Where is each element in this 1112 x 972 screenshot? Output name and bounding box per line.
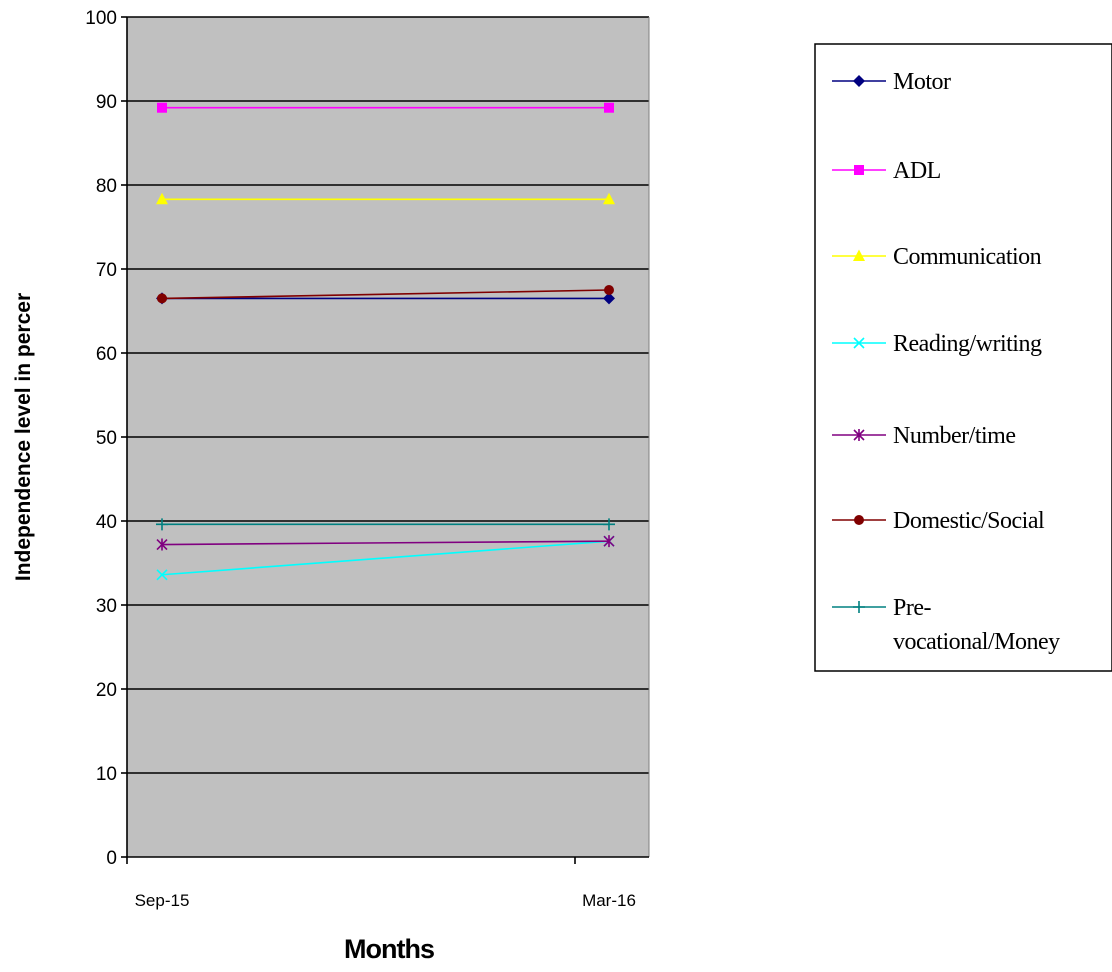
legend-label: vocational/Money xyxy=(893,629,1060,655)
y-tick-label: 100 xyxy=(85,8,117,29)
x-axis-title: Months xyxy=(344,934,434,964)
legend-swatch-marker xyxy=(854,515,864,525)
data-point xyxy=(156,569,168,581)
data-point xyxy=(157,102,167,113)
data-point xyxy=(603,518,615,531)
legend-item: Number/time xyxy=(832,423,1016,449)
data-point xyxy=(603,192,615,205)
legend-label: Pre- xyxy=(893,595,931,621)
series-number-time xyxy=(156,535,615,551)
legend-item: Communication xyxy=(832,244,1042,270)
y-tick-label: 90 xyxy=(96,92,117,113)
x-tick-label: Sep-15 xyxy=(135,891,190,910)
legend-label: Communication xyxy=(893,244,1042,270)
series-adl xyxy=(157,102,614,113)
series-line xyxy=(161,289,610,300)
series-domestic-social xyxy=(157,285,614,304)
y-tick-label: 30 xyxy=(96,596,117,617)
data-point xyxy=(156,518,168,531)
legend-item: Pre-vocational/Money xyxy=(832,595,1061,655)
data-point xyxy=(157,293,167,304)
y-tick-label: 10 xyxy=(96,764,117,785)
x-axis-ticks: Sep-15 Mar-16 xyxy=(126,857,636,910)
legend-box xyxy=(814,43,1112,672)
legend-item: Motor xyxy=(832,69,952,95)
y-axis-ticks: 0 10 20 30 40 50 60 70 80 90 100 xyxy=(85,8,127,869)
legend-swatch-marker xyxy=(853,601,865,613)
legend-swatch-marker xyxy=(854,165,864,175)
legend-item: Domestic/Social xyxy=(832,508,1045,534)
legend-item: ADL xyxy=(832,158,941,184)
y-axis-title: Independence level in percer xyxy=(12,293,35,581)
y-tick-label: 50 xyxy=(96,428,117,449)
data-point xyxy=(156,538,168,551)
y-tick-label: 0 xyxy=(106,848,117,869)
y-tick-label: 40 xyxy=(96,512,117,533)
y-tick-label: 80 xyxy=(96,176,117,197)
y-tick-label: 60 xyxy=(96,344,117,365)
series-communication xyxy=(156,192,615,205)
x-tick-label: Mar-16 xyxy=(582,891,636,910)
legend-label: ADL xyxy=(893,158,941,184)
y-tick-label: 70 xyxy=(96,260,117,281)
legend-swatch-marker xyxy=(853,75,865,87)
data-point xyxy=(604,102,614,113)
data-point xyxy=(603,535,615,548)
data-point xyxy=(603,292,615,305)
series-line xyxy=(161,540,610,546)
series-line xyxy=(161,540,610,576)
legend-item: Reading/writing xyxy=(832,331,1042,357)
legend-label: Reading/writing xyxy=(893,331,1042,357)
series-pre-vocational-money xyxy=(156,518,615,531)
legend-swatch-marker xyxy=(853,337,865,349)
legend: Motor ADL Communication Reading/writing Numb… xyxy=(814,43,1112,672)
legend-swatch-marker xyxy=(853,429,865,441)
legend-label: Number/time xyxy=(893,423,1015,449)
gridlines xyxy=(127,16,649,774)
y-tick-label: 20 xyxy=(96,680,117,701)
legend-label: Domestic/Social xyxy=(893,508,1045,534)
data-point xyxy=(604,285,614,295)
legend-swatch-marker xyxy=(853,249,865,261)
series-group xyxy=(156,102,615,581)
legend-label: Motor xyxy=(893,69,951,95)
data-point xyxy=(156,192,168,205)
